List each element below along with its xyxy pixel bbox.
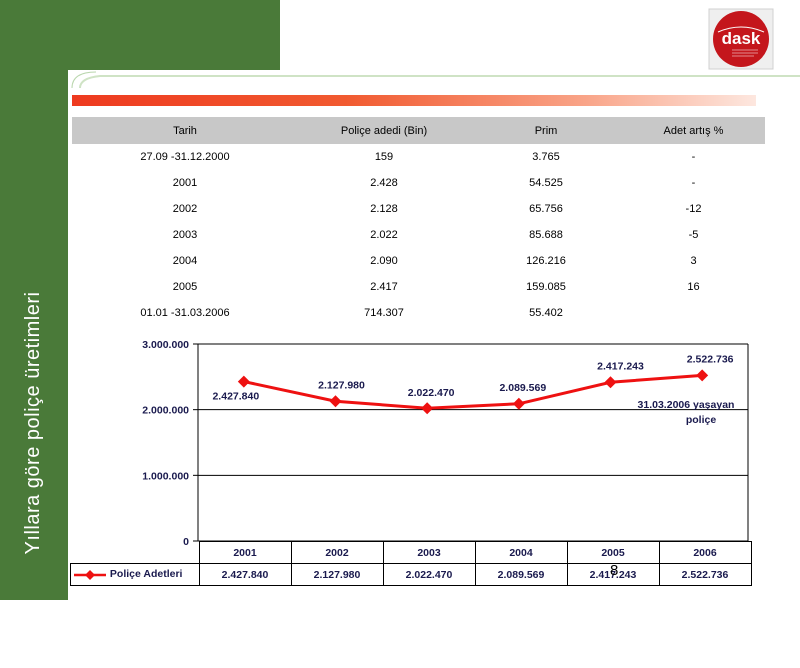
header-curve [68, 70, 800, 88]
header-cell-police: Poliçe adedi (Bin) [298, 117, 470, 144]
table-cell: 2002 [172, 203, 198, 215]
table-cell: 2005 [172, 281, 198, 293]
table-cell: 2001 [172, 177, 198, 189]
data-point [696, 369, 709, 382]
table-cell [622, 300, 765, 326]
category-row: 2001 2002 2003 2004 2005 2006 [71, 541, 752, 564]
table-row: 2001 2.428 54.525 - [72, 170, 765, 196]
chart-data-table: 2001 2002 2003 2004 2005 2006 Poliçe Ade… [70, 541, 752, 586]
table-cell: 85.688 [529, 229, 563, 241]
header-cell-artis: Adet artış % [622, 117, 765, 144]
legend-marker-icon [74, 569, 106, 580]
table-cell: - [691, 177, 696, 189]
table-cell: 2.128 [370, 203, 398, 215]
chart-annotation-2: poliçe [686, 414, 717, 426]
y-tick-label: 1.000.000 [142, 470, 189, 482]
category-label: 2006 [658, 541, 752, 564]
table-row: 2002 2.128 65.756 -12 [72, 196, 765, 222]
sidebar-band [0, 0, 68, 600]
y-tick-label: 2.000.000 [142, 405, 189, 417]
value-cell: 2.022.470 [382, 563, 476, 586]
value-cell: 2.089.569 [474, 563, 568, 586]
table-cell: 01.01 -31.03.2006 [140, 307, 230, 319]
table-cell: -12 [685, 203, 702, 215]
y-tick-label: 3.000.000 [142, 339, 189, 351]
data-label: 2.522.736 [687, 353, 734, 365]
data-point [237, 375, 250, 388]
table-cell: 159 [374, 151, 394, 163]
legend-entry: Poliçe Adetleri [70, 563, 200, 586]
header-band [68, 0, 280, 70]
category-label: 2002 [290, 541, 384, 564]
table-cell: 2.428 [370, 177, 398, 189]
table-cell: 2003 [172, 229, 198, 241]
table-cell: 27.09 -31.12.2000 [140, 151, 230, 163]
data-label: 2.022.470 [408, 387, 455, 399]
dask-logo: dask [708, 8, 774, 70]
table-row: 2003 2.022 85.688 -5 [72, 222, 765, 248]
data-point [329, 395, 342, 408]
table-row: 2004 2.090 126.216 3 [72, 248, 765, 274]
table-cell: 2.417 [370, 281, 398, 293]
production-table: Tarih Poliçe adedi (Bin) Prim Adet artış… [72, 117, 765, 326]
table-cell: -5 [688, 229, 699, 241]
table-row: 01.01 -31.03.2006 714.307 55.402 [72, 300, 765, 326]
table-cell: 3 [690, 255, 697, 267]
data-point [421, 402, 434, 415]
value-row: Poliçe Adetleri 2.427.840 2.127.980 2.02… [70, 563, 752, 586]
value-cell: 2.427.840 [198, 563, 292, 586]
table-row: 2005 2.417 159.085 16 [72, 274, 765, 300]
category-label: 2005 [566, 541, 660, 564]
header-cell-tarih: Tarih [72, 117, 298, 144]
table-cell: - [691, 151, 696, 163]
logo-text: dask [722, 29, 761, 48]
page-number: 8 [610, 562, 619, 579]
data-label: 2.089.569 [499, 382, 546, 394]
data-label: 2.127.980 [318, 379, 365, 391]
data-label: 2.417.243 [597, 360, 644, 372]
value-cell: 2.522.736 [658, 563, 752, 586]
y-tick-label: 0 [183, 536, 189, 548]
table-cell: 2.090 [370, 255, 398, 267]
table-cell: 3.765 [532, 151, 560, 163]
slide-title: Yıllara göre poliçe üretimleri [22, 291, 44, 555]
policy-line-chart: 3.000.000 2.000.000 1.000.000 0 2.427.840 2.… [142, 339, 749, 548]
table-cell: 65.756 [529, 203, 563, 215]
chart-annotation: 31.03.2006 yaşayan [638, 399, 735, 411]
category-label: 2003 [382, 541, 476, 564]
table-cell: 55.402 [529, 307, 563, 319]
data-label: 2.427.840 [212, 391, 259, 403]
table-cell: 2.022 [370, 229, 398, 241]
value-cell: 2.127.980 [290, 563, 384, 586]
accent-bar [72, 95, 756, 106]
table-row: 27.09 -31.12.2000 159 3.765 - [72, 144, 765, 170]
table-cell: 2004 [172, 255, 198, 267]
table-header-row: Tarih Poliçe adedi (Bin) Prim Adet artış… [72, 117, 765, 144]
value-cell: 2.417.243 [566, 563, 660, 586]
data-point [604, 376, 617, 389]
table-cell: 16 [687, 281, 700, 293]
table-cell: 714.307 [364, 307, 404, 319]
data-point [512, 397, 525, 410]
table-cell: 54.525 [529, 177, 563, 189]
legend-label: Poliçe Adetleri [109, 568, 183, 581]
table-cell: 159.085 [526, 281, 566, 293]
category-label: 2004 [474, 541, 568, 564]
table-cell: 126.216 [526, 255, 566, 267]
series-line [243, 373, 703, 410]
category-label: 2001 [198, 541, 292, 564]
header-cell-prim: Prim [470, 117, 622, 144]
